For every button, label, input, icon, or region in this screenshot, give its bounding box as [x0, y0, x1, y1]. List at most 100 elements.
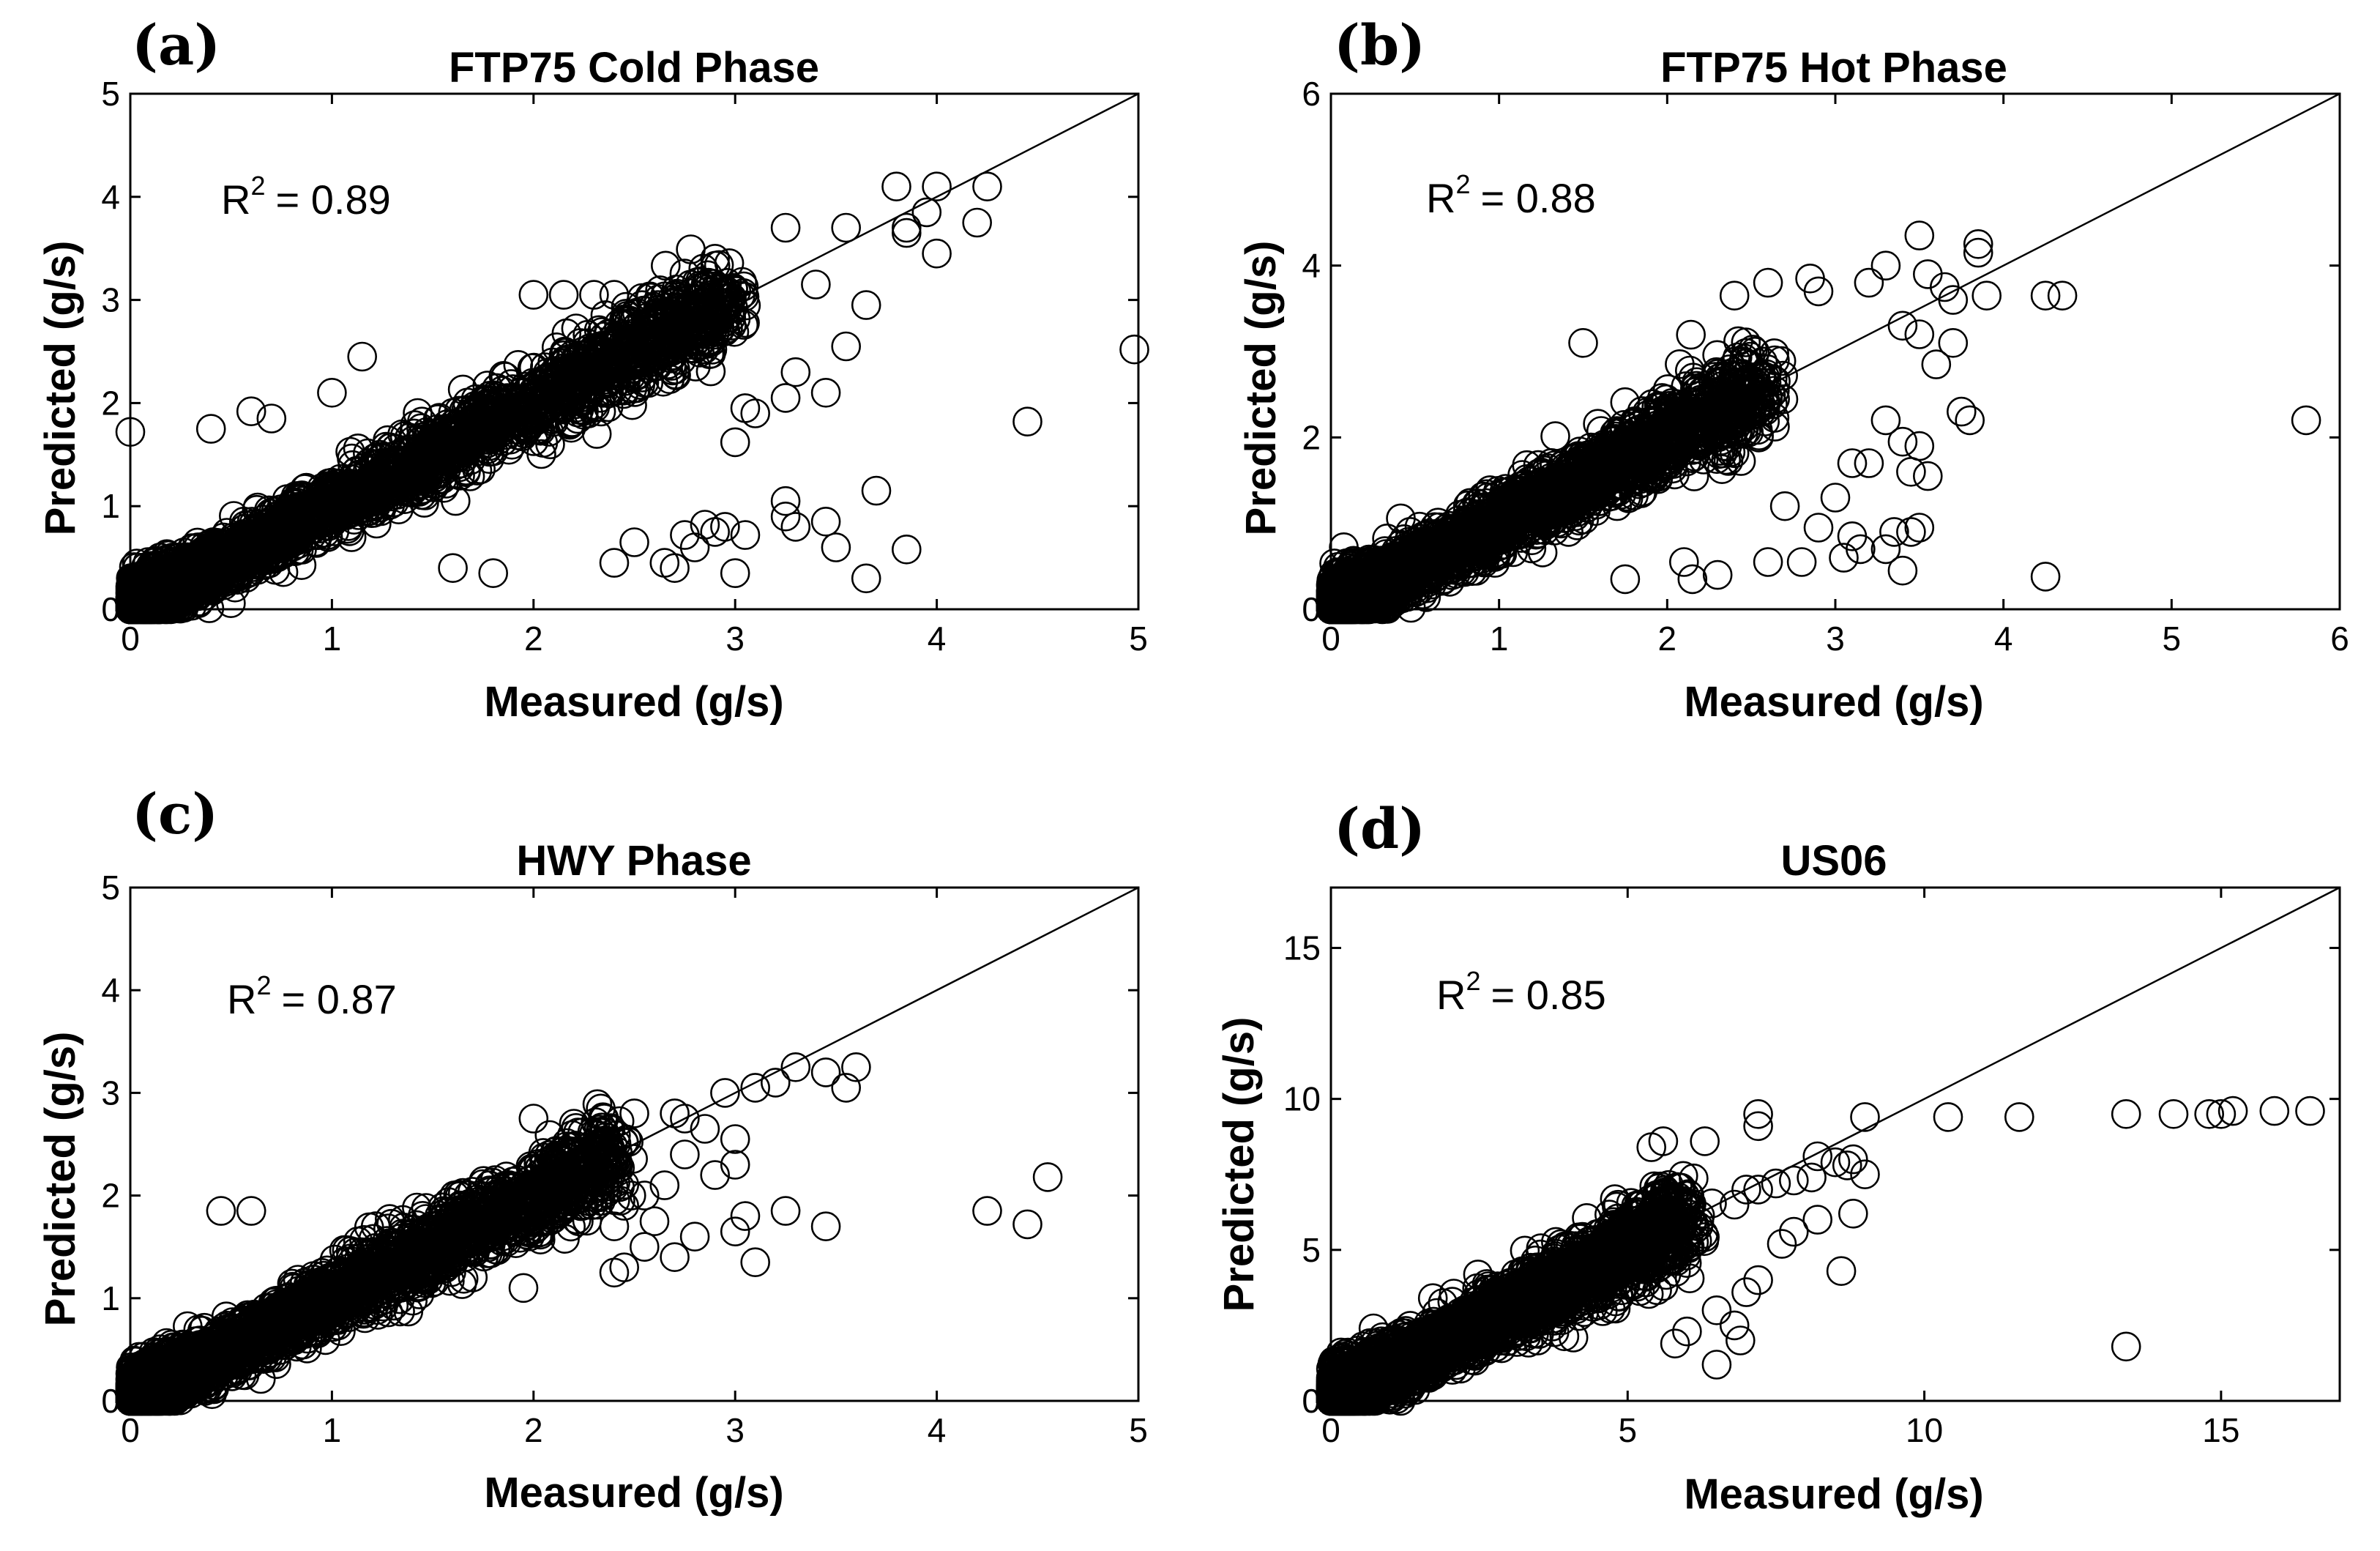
panel-a-point: [501, 406, 532, 436]
panel-b-title: FTP75 Hot Phase: [1660, 44, 2007, 92]
panel-a-point: [810, 377, 841, 408]
panel-a-point: [583, 352, 614, 382]
panel-a-point: [518, 402, 548, 433]
panel-a-point: [366, 455, 397, 485]
panel-a-point: [581, 419, 612, 449]
panel-a-point: [572, 319, 603, 350]
panel-a-xtick-label: 1: [323, 620, 342, 658]
panel-a-point: [670, 520, 700, 550]
panel-a-point: [770, 486, 801, 516]
panel-a-point: [256, 403, 287, 434]
panel-a-point: [279, 520, 310, 550]
panel-a-point: [851, 290, 881, 320]
panel-a-markers: [115, 171, 1149, 625]
panel-a-point: [881, 171, 911, 201]
panel-a-point: [616, 351, 646, 381]
panel-a-point: [567, 351, 598, 382]
panel-a-point: [592, 330, 622, 360]
panel-a-point: [490, 362, 521, 392]
panel-a-point: [695, 297, 725, 327]
panel-a-point: [662, 282, 693, 313]
panel-a-point: [534, 384, 564, 415]
panel-a-point: [438, 553, 468, 584]
panel-a-point: [483, 398, 513, 428]
panel-a-point: [810, 506, 841, 537]
panel-a-point: [801, 269, 831, 300]
panel-a-point: [710, 307, 740, 337]
panel-a-point: [482, 388, 512, 419]
panel-a-point: [296, 499, 326, 529]
panel-a-point: [195, 414, 226, 444]
panel-a-point: [478, 558, 509, 589]
panel-a-point: [579, 280, 609, 310]
panel-a-ytick-label: 5: [101, 75, 120, 113]
panel-a-point: [526, 439, 556, 469]
panel-a-point: [548, 384, 578, 415]
panel-a-r2: R2 = 0.89: [221, 171, 391, 223]
panel-a-point: [124, 576, 155, 606]
panel-a-point: [319, 516, 350, 546]
panel-a-point: [770, 212, 801, 243]
panel-a-ylabel: Predicted (g/s): [37, 241, 84, 536]
panel-a-point: [371, 466, 402, 497]
panel-a-point: [275, 524, 306, 554]
panel-a-label: (a): [132, 12, 220, 78]
panel-a-point: [695, 356, 726, 387]
panel-a-point: [892, 212, 922, 243]
panel-a-point: [541, 367, 572, 398]
panel-a-point: [599, 280, 630, 310]
panel-a-point: [317, 377, 347, 408]
panel-a-point: [236, 507, 267, 537]
panel-a-point: [361, 486, 392, 516]
panel-a-point: [526, 376, 556, 406]
panel-a-point: [472, 385, 502, 416]
panel-a-point: [197, 565, 228, 595]
panel-a-point: [476, 417, 507, 447]
panel-a-point: [962, 207, 992, 238]
panel-a-point: [544, 387, 575, 417]
panel-a-xtick-label: 3: [725, 620, 745, 658]
panel-a-point: [163, 561, 193, 592]
panel-a-point: [609, 338, 640, 368]
panel-a-point: [701, 300, 731, 331]
panel-b-ylabel: Predicted (g/s): [1237, 241, 1285, 536]
panel-a-point: [730, 520, 761, 550]
panel-a-point: [435, 414, 466, 445]
panel-a-xtick-label: 2: [524, 620, 543, 658]
panel-a-point: [922, 238, 952, 269]
panel-a-point: [472, 371, 503, 401]
panel-a-point: [656, 351, 687, 381]
panel-b-point: [1731, 327, 1761, 357]
panel-a-title: FTP75 Cold Phase: [449, 44, 819, 92]
panel-a-point: [408, 469, 439, 499]
panel-a-point: [694, 283, 725, 313]
panel-a-point: [548, 280, 579, 310]
panel-a-point: [700, 243, 731, 274]
panel-a-point: [314, 471, 344, 501]
panel-a-point: [440, 486, 471, 516]
panel-a-point: [336, 522, 367, 552]
panel-b-point: [1676, 319, 1706, 350]
panel-a-point: [831, 331, 861, 362]
panel-a-point: [655, 316, 685, 346]
panel-a-point: [821, 532, 851, 562]
panel-a-point: [730, 393, 761, 423]
panel-a-point: [578, 390, 609, 420]
panel-a-point: [705, 314, 735, 345]
panel-a-point: [340, 486, 371, 516]
panel-a-point: [442, 409, 473, 439]
panel-a-point: [315, 472, 346, 503]
panel-a-point: [518, 280, 549, 310]
panel-b-point: [1679, 461, 1709, 491]
panel-a-point: [1012, 406, 1042, 437]
panel-a-point: [198, 556, 229, 587]
panel-a-xtick-label: 4: [928, 620, 947, 658]
panel-a-point: [444, 395, 474, 426]
panel-a-axes-box: [129, 92, 1140, 611]
panel-a-xtick-label: 0: [121, 620, 140, 658]
panel-a-point: [720, 558, 750, 589]
panel-a-point: [780, 512, 811, 542]
panel-a-point: [431, 453, 462, 484]
panel-a-point: [770, 383, 801, 413]
